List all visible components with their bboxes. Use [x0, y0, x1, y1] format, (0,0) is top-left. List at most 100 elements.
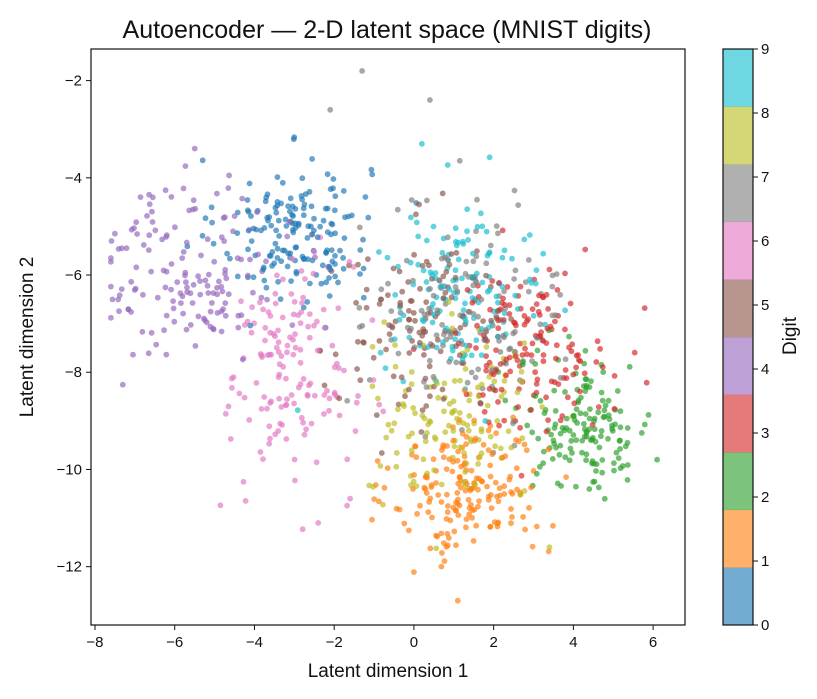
point-digit-9 — [446, 286, 453, 293]
colorbar-segment-9 — [723, 49, 753, 107]
point-digit-1 — [425, 509, 432, 515]
point-digit-4 — [140, 291, 146, 298]
point-digit-4 — [184, 284, 190, 291]
point-digit-7 — [472, 374, 479, 381]
point-digit-5 — [409, 338, 415, 344]
point-digit-9 — [396, 316, 403, 323]
point-digit-3 — [528, 352, 535, 358]
point-digit-9 — [415, 261, 422, 268]
point-digit-1 — [522, 526, 528, 533]
point-digit-8 — [487, 433, 494, 440]
point-digit-7 — [557, 374, 564, 381]
point-digit-0 — [327, 186, 334, 193]
point-digit-4 — [133, 264, 140, 271]
point-digit-6 — [321, 411, 327, 417]
point-digit-0 — [304, 299, 311, 305]
point-digit-9 — [484, 288, 491, 295]
point-digit-9 — [486, 154, 493, 161]
point-digit-6 — [283, 436, 290, 442]
point-digit-0 — [293, 268, 300, 275]
point-digit-9 — [430, 223, 437, 230]
point-digit-4 — [162, 187, 169, 194]
point-digit-4 — [197, 291, 204, 298]
point-digit-3 — [564, 394, 571, 401]
point-digit-2 — [598, 433, 604, 440]
point-digit-0 — [328, 247, 335, 254]
point-digit-2 — [624, 462, 631, 468]
point-digit-6 — [236, 390, 243, 397]
point-digit-5 — [353, 299, 359, 306]
point-digit-3 — [543, 428, 550, 435]
point-digit-7 — [497, 349, 504, 355]
point-digit-2 — [602, 402, 609, 409]
point-digit-0 — [324, 229, 331, 236]
point-digit-4 — [222, 300, 229, 306]
point-digit-6 — [376, 401, 383, 408]
point-digit-1 — [526, 504, 532, 511]
point-digit-1 — [514, 486, 520, 493]
point-digit-0 — [278, 200, 284, 207]
point-digit-8 — [392, 342, 398, 348]
point-digit-4 — [184, 289, 191, 295]
point-digit-5 — [383, 346, 389, 353]
point-digit-6 — [311, 392, 318, 399]
colorbar-segment-6 — [723, 221, 753, 280]
point-digit-5 — [440, 396, 447, 402]
point-digit-5 — [370, 354, 377, 361]
point-digit-4 — [238, 256, 245, 263]
colorbar-tick-label: 9 — [761, 41, 769, 58]
point-digit-4 — [149, 219, 156, 225]
point-digit-5 — [363, 304, 370, 311]
point-digit-4 — [174, 279, 181, 285]
x-tick-label: −4 — [246, 634, 263, 651]
point-digit-4 — [190, 281, 197, 288]
point-digit-1 — [550, 522, 556, 529]
point-digit-7 — [510, 330, 517, 337]
point-digit-5 — [423, 258, 430, 265]
point-digit-1 — [433, 480, 439, 486]
point-digit-8 — [434, 380, 440, 387]
point-digit-3 — [643, 379, 650, 386]
point-digit-6 — [369, 317, 376, 323]
point-digit-1 — [417, 502, 423, 509]
point-digit-7 — [515, 202, 522, 209]
point-digit-5 — [477, 400, 484, 406]
point-digit-1 — [480, 441, 487, 448]
point-digit-5 — [452, 274, 459, 281]
point-digit-8 — [539, 404, 546, 410]
point-digit-8 — [441, 408, 447, 415]
point-digit-6 — [260, 456, 266, 462]
point-digit-2 — [563, 415, 570, 422]
point-digit-2 — [573, 483, 579, 490]
point-digit-6 — [344, 456, 351, 463]
point-digit-0 — [326, 293, 333, 299]
point-digit-7 — [557, 291, 564, 298]
point-digit-5 — [416, 201, 422, 208]
point-digit-1 — [441, 558, 448, 564]
point-digit-2 — [638, 430, 645, 436]
point-digit-8 — [381, 319, 388, 325]
point-digit-5 — [373, 412, 380, 418]
point-digit-9 — [540, 250, 547, 257]
point-digit-6 — [355, 393, 361, 399]
point-digit-5 — [385, 292, 391, 298]
point-digit-3 — [512, 353, 519, 359]
point-digit-8 — [466, 413, 473, 419]
point-digit-2 — [558, 483, 564, 489]
point-digit-1 — [485, 493, 492, 500]
point-digit-6 — [276, 371, 283, 378]
point-digit-8 — [445, 299, 452, 305]
point-digit-2 — [609, 425, 615, 432]
point-digit-2 — [605, 435, 611, 442]
point-digit-1 — [439, 550, 445, 556]
point-digit-7 — [525, 288, 532, 295]
point-digit-9 — [464, 206, 471, 213]
point-digit-1 — [456, 474, 463, 481]
point-digit-2 — [615, 455, 622, 461]
point-digit-3 — [554, 287, 561, 293]
point-digit-4 — [163, 268, 170, 275]
point-digit-8 — [478, 381, 485, 388]
point-digit-2 — [605, 397, 612, 404]
point-digit-7 — [424, 197, 430, 204]
point-digit-1 — [471, 417, 477, 424]
